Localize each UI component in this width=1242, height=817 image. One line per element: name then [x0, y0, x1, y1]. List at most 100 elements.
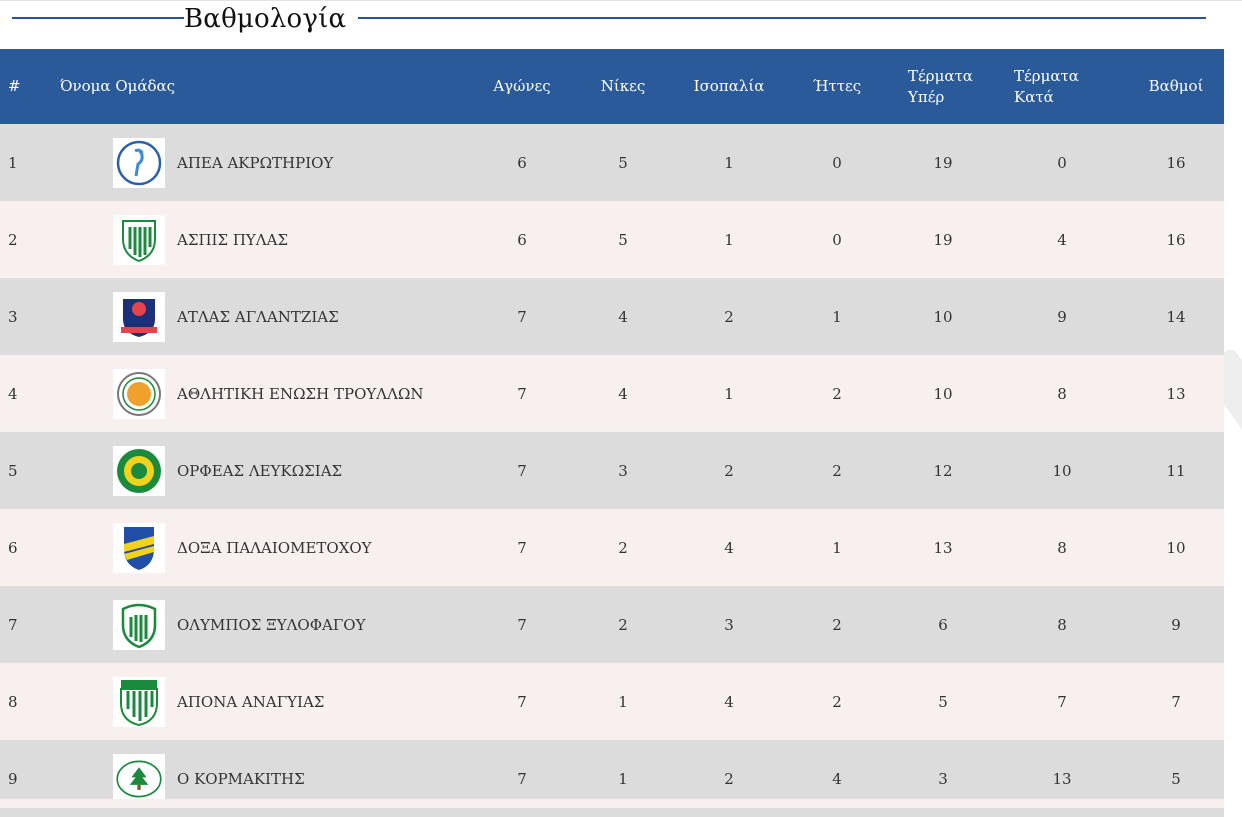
- goals-for-cell: 19: [933, 230, 953, 249]
- table-row[interactable]: 7 ΟΛΥΜΠΟΣ ΞΥΛΟΦΑΓΟΥ 7 2 3 2 6 8 9: [0, 586, 1224, 663]
- green-round-shield-icon: [113, 599, 165, 650]
- goals-for-cell: 12: [933, 461, 953, 480]
- header-losses[interactable]: Ήττες: [812, 77, 862, 95]
- header-goals-against[interactable]: Τέρματα Κατά: [996, 49, 1128, 124]
- header-goals-for-line1: Τέρματα: [908, 66, 973, 85]
- team-name-link[interactable]: ΟΡΦΕΑΣ ΛΕΥΚΩΣΙΑΣ: [177, 461, 343, 480]
- losses-cell: 2: [832, 461, 842, 480]
- team-name-link[interactable]: ΑΠΕΑ ΑΚΡΩΤΗΡΙΟΥ: [177, 153, 334, 172]
- losses-cell: 1: [832, 538, 842, 557]
- team-name-link[interactable]: ΑΘΛΗΤΙΚΗ ΕΝΩΣΗ ΤΡΟΥΛΛΩΝ: [177, 384, 424, 403]
- draws-cell: 2: [724, 769, 734, 788]
- goals-for-cell: 19: [933, 153, 953, 172]
- position-cell: 6: [8, 538, 18, 557]
- goals-against-cell: 8: [1057, 538, 1067, 557]
- draws-cell: 2: [724, 307, 734, 326]
- losses-cell: 2: [832, 384, 842, 403]
- goals-for-cell: 10: [933, 307, 953, 326]
- table-row[interactable]: 3 ΑΤΛΑΣ ΑΓΛΑΝΤΖΙΑΣ 7 4 2 1 10 9 14: [0, 278, 1224, 355]
- team-cell[interactable]: ΔΟΞΑ ΠΑΛΑΙΟΜΕΤΟΧΟΥ: [52, 509, 472, 586]
- played-cell: 6: [517, 230, 527, 249]
- team-name-link[interactable]: ΔΟΞΑ ΠΑΛΑΙΟΜΕΤΟΧΟΥ: [177, 538, 372, 557]
- goals-for-cell: 3: [938, 769, 948, 788]
- header-team-label: Όνομα Ομάδας: [60, 77, 176, 95]
- header-draws[interactable]: Ισοπαλία: [693, 77, 765, 95]
- yellow-green-badge-icon: [113, 445, 165, 496]
- top-border: [0, 0, 1242, 1]
- played-cell: 7: [517, 692, 527, 711]
- goals-against-cell: 8: [1057, 615, 1067, 634]
- team-name-link[interactable]: ΑΣΠΙΣ ΠΥΛΑΣ: [177, 230, 289, 249]
- header-wins[interactable]: Νίκες: [600, 77, 646, 95]
- position-cell: 9: [8, 769, 18, 788]
- team-cell[interactable]: ΑΠΕΑ ΑΚΡΩΤΗΡΙΟΥ: [52, 124, 472, 201]
- team-cell[interactable]: ΑΤΛΑΣ ΑΓΛΑΝΤΖΙΑΣ: [52, 278, 472, 355]
- table-row[interactable]: 6 ΔΟΞΑ ΠΑΛΑΙΟΜΕΤΟΧΟΥ 7 2 4 1 13 8 10: [0, 509, 1224, 586]
- team-cell[interactable]: ΑΠΟΝΑ ΑΝΑΓΥΙΑΣ: [52, 663, 472, 740]
- losses-cell: 2: [832, 692, 842, 711]
- goals-against-cell: 13: [1052, 769, 1072, 788]
- losses-cell: 1: [832, 307, 842, 326]
- points-cell: 9: [1171, 615, 1181, 634]
- table-row[interactable]: 8 ΑΠΟΝΑ ΑΝΑΓΥΙΑΣ 7 1 4 2 5 7 7: [0, 663, 1224, 740]
- draws-cell: 2: [724, 461, 734, 480]
- wins-cell: 4: [618, 384, 628, 403]
- header-goals-for-line2: Υπέρ: [908, 87, 945, 106]
- points-cell: 5: [1171, 769, 1181, 788]
- partial-table-row: [0, 799, 1224, 808]
- team-cell[interactable]: Ο ΚΟΡΜΑΚΙΤΗΣ: [52, 740, 472, 817]
- position-cell: 8: [8, 692, 18, 711]
- cedar-badge-icon: [113, 753, 165, 804]
- header-points[interactable]: Βαθμοί: [1148, 77, 1204, 95]
- points-cell: 10: [1166, 538, 1186, 557]
- position-cell: 4: [8, 384, 18, 403]
- team-name-link[interactable]: ΑΠΟΝΑ ΑΝΑΓΥΙΑΣ: [177, 692, 325, 711]
- flamingo-crest-icon: [113, 137, 165, 188]
- goals-against-cell: 4: [1057, 230, 1067, 249]
- header-goals-against-line2: Κατά: [1014, 87, 1054, 106]
- round-crest-icon: [113, 368, 165, 419]
- position-cell: 7: [8, 615, 18, 634]
- team-name-link[interactable]: ΟΛΥΜΠΟΣ ΞΥΛΟΦΑΓΟΥ: [177, 615, 366, 634]
- points-cell: 13: [1166, 384, 1186, 403]
- header-goals-for[interactable]: Τέρματα Υπέρ: [890, 49, 996, 124]
- header-team[interactable]: Όνομα Ομάδας: [52, 49, 472, 124]
- table-header-row: # Όνομα Ομάδας Αγώνες Νίκες Ισοπαλία Ήττ…: [0, 49, 1224, 124]
- points-cell: 16: [1166, 230, 1186, 249]
- team-name-link[interactable]: Ο ΚΟΡΜΑΚΙΤΗΣ: [177, 769, 305, 788]
- wins-cell: 5: [618, 153, 628, 172]
- table-row[interactable]: 2 ΑΣΠΙΣ ΠΥΛΑΣ 6 5 1 0 19 4 16: [0, 201, 1224, 278]
- table-row[interactable]: 5 ΟΡΦΕΑΣ ΛΕΥΚΩΣΙΑΣ 7 3 2 2 12 10 11: [0, 432, 1224, 509]
- green-shield-icon: [113, 214, 165, 265]
- draws-cell: 4: [724, 692, 734, 711]
- team-cell[interactable]: ΑΣΠΙΣ ΠΥΛΑΣ: [52, 201, 472, 278]
- team-cell[interactable]: ΑΘΛΗΤΙΚΗ ΕΝΩΣΗ ΤΡΟΥΛΛΩΝ: [52, 355, 472, 432]
- table-row[interactable]: 4 ΑΘΛΗΤΙΚΗ ΕΝΩΣΗ ΤΡΟΥΛΛΩΝ 7 4 1 2 10 8 13: [0, 355, 1224, 432]
- points-cell: 16: [1166, 153, 1186, 172]
- draws-cell: 1: [724, 153, 734, 172]
- wins-cell: 3: [618, 461, 628, 480]
- position-cell: 3: [8, 307, 18, 326]
- table-body: 1 ΑΠΕΑ ΑΚΡΩΤΗΡΙΟΥ 6 5 1 0 19 0 16 2 ΑΣΠΙΣ ΠΥΛΑΣ 6 5 1…: [0, 124, 1224, 817]
- played-cell: 6: [517, 153, 527, 172]
- wins-cell: 2: [618, 615, 628, 634]
- team-name-link[interactable]: ΑΤΛΑΣ ΑΓΛΑΝΤΖΙΑΣ: [177, 307, 339, 326]
- team-cell[interactable]: ΟΛΥΜΠΟΣ ΞΥΛΟΦΑΓΟΥ: [52, 586, 472, 663]
- wins-cell: 4: [618, 307, 628, 326]
- draws-cell: 1: [724, 230, 734, 249]
- position-cell: 2: [8, 230, 18, 249]
- points-cell: 7: [1171, 692, 1181, 711]
- played-cell: 7: [517, 461, 527, 480]
- wins-cell: 1: [618, 769, 628, 788]
- losses-cell: 4: [832, 769, 842, 788]
- draws-cell: 1: [724, 384, 734, 403]
- section-header: Βαθμολογία: [0, 0, 1242, 40]
- header-position[interactable]: #: [8, 77, 21, 95]
- goals-for-cell: 5: [938, 692, 948, 711]
- header-played[interactable]: Αγώνες: [493, 77, 551, 95]
- team-cell[interactable]: ΟΡΦΕΑΣ ΛΕΥΚΩΣΙΑΣ: [52, 432, 472, 509]
- goals-against-cell: 7: [1057, 692, 1067, 711]
- draws-cell: 4: [724, 538, 734, 557]
- table-row[interactable]: 1 ΑΠΕΑ ΑΚΡΩΤΗΡΙΟΥ 6 5 1 0 19 0 16: [0, 124, 1224, 201]
- green-stripe-shield-icon: [113, 676, 165, 727]
